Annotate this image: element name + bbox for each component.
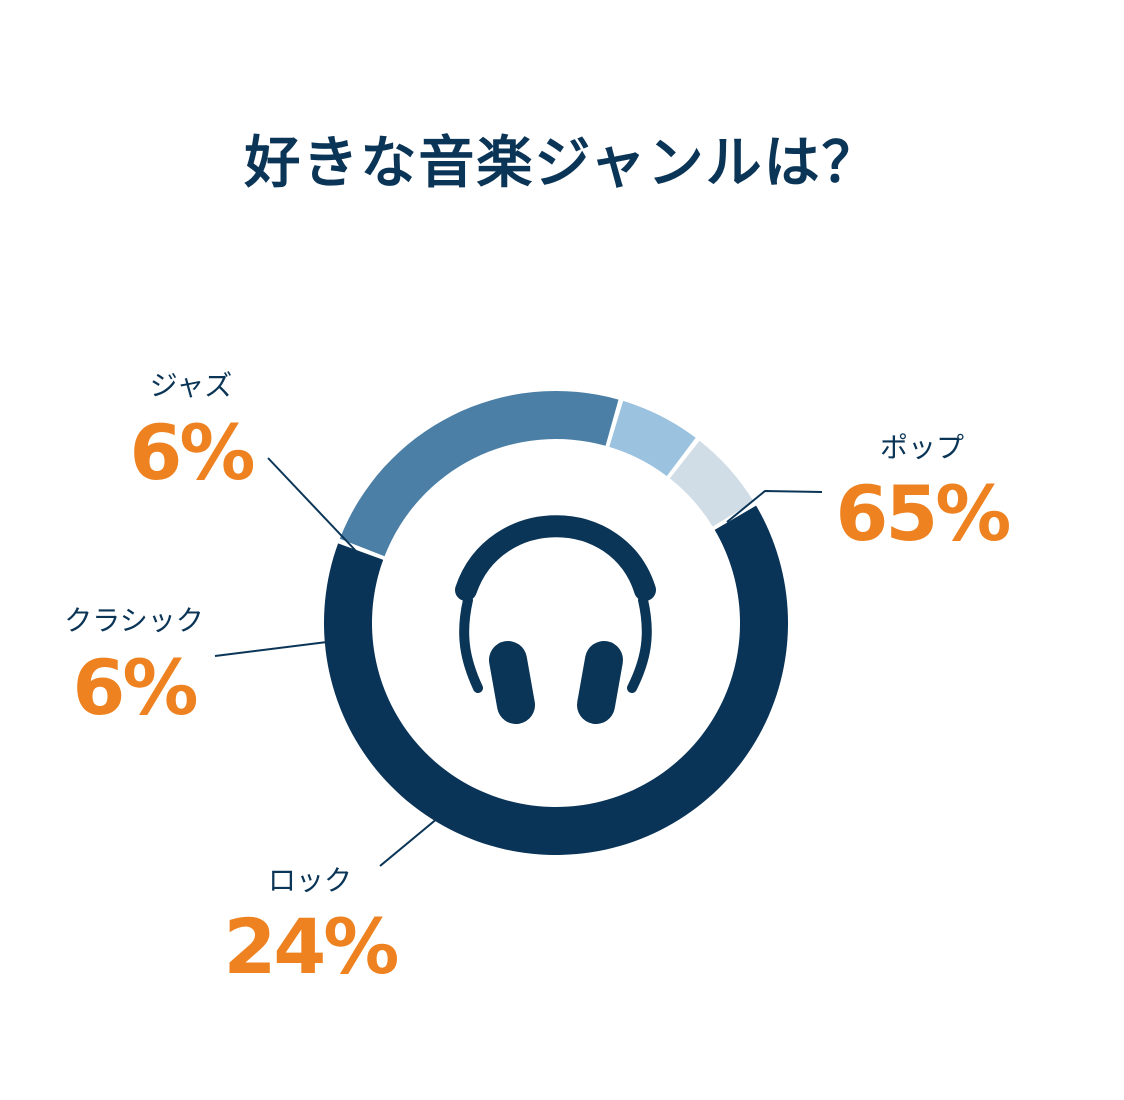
leader-line-1 [379,802,457,867]
donut-slices [324,391,788,855]
slice-value-0: 65% [836,469,1010,558]
slice-2 [609,400,696,477]
slice-3 [669,440,754,527]
slice-label-2: クラシック [64,604,203,637]
slice-label-3: ジャズ [150,369,233,402]
slice-label-0: ポップ [880,431,964,464]
leader-line-3 [267,457,357,552]
slice-value-3: 6% [129,408,253,497]
slice-1 [339,391,619,557]
slice-value-1: 24% [224,902,398,991]
slice-0 [324,505,788,855]
slice-label-1: ロック [268,864,352,897]
leader-line-2 [214,639,344,657]
chart-title: 好きな音楽ジャンルは？ [244,131,880,196]
headphones-icon [455,515,656,724]
slice-labels: ポップ 65% ロック 24% クラシック 6% ジャズ 6% [64,369,1012,991]
slice-value-2: 6% [72,643,196,732]
leader-lines [214,457,823,867]
leader-line-0 [726,489,823,523]
